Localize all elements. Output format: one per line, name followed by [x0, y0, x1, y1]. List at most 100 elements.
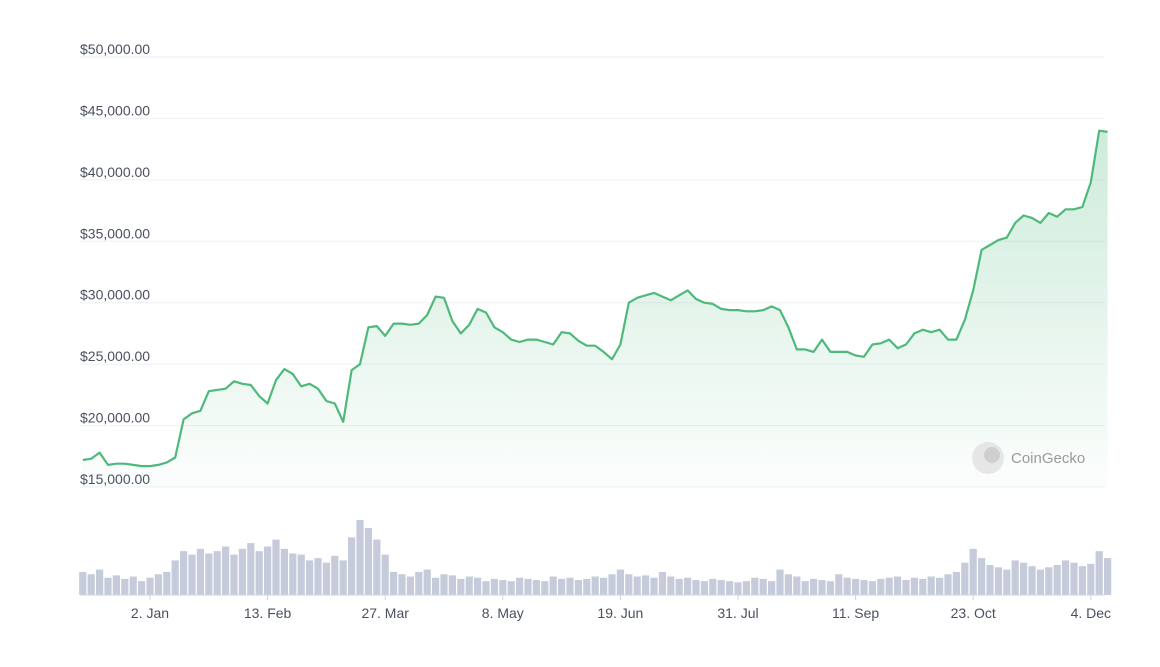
- volume-bar: [406, 576, 414, 595]
- volume-bar: [650, 577, 658, 595]
- volume-bar: [625, 574, 633, 595]
- volume-bar: [154, 574, 162, 595]
- volume-bar: [129, 576, 137, 595]
- volume-bar: [776, 569, 784, 595]
- volume-bar: [532, 580, 540, 595]
- volume-bar: [784, 574, 792, 595]
- volume-bar: [356, 520, 364, 595]
- volume-bar: [1070, 562, 1078, 595]
- volume-bar: [272, 539, 280, 595]
- y-tick-label: $20,000.00: [80, 410, 150, 426]
- watermark: CoinGecko: [972, 442, 1085, 474]
- x-tick-label: 31. Jul: [717, 605, 758, 621]
- volume-bar: [1011, 560, 1019, 595]
- volume-bar: [919, 578, 927, 595]
- volume-bar: [700, 581, 708, 595]
- volume-bar: [373, 539, 381, 595]
- volume-bar: [1003, 569, 1011, 595]
- volume-bar: [205, 553, 213, 595]
- volume-bar: [247, 543, 255, 595]
- volume-bar: [801, 581, 809, 595]
- volume-bar: [415, 571, 423, 595]
- volume-bar: [213, 551, 221, 595]
- volume-bar: [692, 580, 700, 595]
- volume-bar: [574, 580, 582, 595]
- volume-bar: [507, 581, 515, 595]
- volume-bar: [331, 555, 339, 595]
- volume-bar: [238, 548, 246, 595]
- volume-bar: [322, 562, 330, 595]
- volume-bar: [1078, 566, 1086, 595]
- x-tick-label: 8. May: [482, 605, 524, 621]
- volume-bar: [986, 565, 994, 595]
- volume-bar: [339, 560, 347, 595]
- volume-bar: [138, 581, 146, 595]
- y-tick-label: $50,000.00: [80, 41, 150, 57]
- volume-bar: [188, 554, 196, 595]
- volume-bar: [675, 578, 683, 595]
- volume-bar: [390, 571, 398, 595]
- volume-bar: [516, 577, 524, 595]
- volume-bar: [658, 571, 666, 595]
- volume-bar: [163, 571, 171, 595]
- volume-bar: [499, 580, 507, 595]
- volume-bar: [793, 576, 801, 595]
- volume-bar: [667, 576, 675, 595]
- volume-bar: [633, 576, 641, 595]
- volume-bar: [1104, 558, 1112, 595]
- volume-bar: [482, 581, 490, 595]
- volume-bar: [709, 578, 717, 595]
- volume-bar: [1036, 569, 1044, 595]
- volume-bar: [230, 554, 238, 595]
- volume-bar: [936, 577, 944, 595]
- x-tick-label: 13. Feb: [244, 605, 292, 621]
- volume-bar: [852, 578, 860, 595]
- volume-bar: [961, 562, 969, 595]
- volume-bar: [440, 574, 448, 595]
- volume-bar: [952, 571, 960, 595]
- volume-bar: [432, 577, 440, 595]
- volume-bar: [255, 551, 263, 595]
- volume-bar: [490, 578, 498, 595]
- volume-bar: [566, 577, 574, 595]
- x-tick-label: 27. Mar: [361, 605, 409, 621]
- volume-bar: [398, 574, 406, 595]
- volume-bar: [877, 578, 885, 595]
- x-tick-label: 2. Jan: [131, 605, 169, 621]
- volume-bar: [843, 577, 851, 595]
- volume-bar: [264, 546, 272, 595]
- volume-bar: [558, 578, 566, 595]
- volume-bar: [717, 580, 725, 595]
- price-line: [82, 129, 1108, 468]
- volume-bar: [1045, 567, 1053, 595]
- y-tick-label: $45,000.00: [80, 102, 150, 118]
- volume-bar: [112, 575, 120, 595]
- volume-bar: [524, 578, 532, 595]
- volume-bar: [280, 548, 288, 595]
- volume-bar: [306, 560, 314, 595]
- volume-bar: [894, 576, 902, 595]
- volume-bar: [860, 580, 868, 595]
- volume-bar: [994, 567, 1002, 595]
- y-tick-label: $40,000.00: [80, 164, 150, 180]
- volume-bar: [465, 576, 473, 595]
- volume-bar: [591, 576, 599, 595]
- volume-bar: [180, 551, 188, 595]
- volume-bar: [457, 578, 465, 595]
- volume-bar: [1095, 551, 1103, 595]
- volume-bar: [642, 575, 650, 595]
- x-tick-label: 23. Oct: [951, 605, 996, 621]
- volume-bar: [1062, 560, 1070, 595]
- y-tick-label: $25,000.00: [80, 348, 150, 364]
- x-tick-label: 4. Dec: [1071, 605, 1111, 621]
- volume-bar: [196, 548, 204, 595]
- volume-bar: [348, 537, 356, 595]
- volume-bar: [810, 578, 818, 595]
- volume-bar: [759, 578, 767, 595]
- volume-bar: [583, 578, 591, 595]
- volume-bar: [600, 577, 608, 595]
- volume-bar: [104, 577, 112, 595]
- volume-bar: [684, 577, 692, 595]
